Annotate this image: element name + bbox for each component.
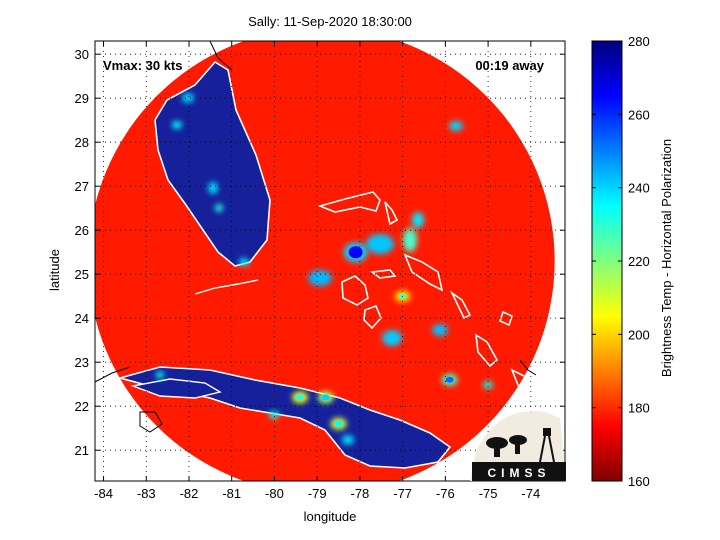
y-tick-label: 29 (75, 91, 89, 106)
x-axis-label: longitude (303, 509, 357, 524)
y-tick-label: 24 (75, 311, 89, 326)
x-tick-label: -84 (94, 486, 113, 501)
storm-center (348, 246, 363, 259)
y-tick-label: 21 (75, 443, 89, 458)
colorbar-tick-label: 240 (628, 181, 650, 196)
colorbar-ticks: 160 180 200 220 240 260 280 (592, 34, 650, 489)
y-tick-label: 26 (75, 223, 89, 238)
chart-title: Sally: 11-Sep-2020 18:30:00 (248, 14, 412, 29)
x-tick-label: -82 (180, 486, 199, 501)
warm-spots (156, 93, 493, 445)
bahamas-islands (317, 191, 533, 394)
cimss-logo-text: CIMSS (487, 466, 550, 480)
grid (95, 41, 565, 481)
swath-texture (116, 60, 533, 469)
x-tick-label: -74 (521, 486, 540, 501)
x-tick-label: -76 (436, 486, 455, 501)
cuba-cell (334, 420, 343, 427)
cell (445, 376, 454, 383)
y-axis-label: latitude (47, 249, 62, 291)
x-tick-label: -83 (137, 486, 156, 501)
x-tick-label: -79 (308, 486, 327, 501)
colorbar-tick-label: 200 (628, 327, 650, 342)
time-away-annotation: 00:19 away (475, 58, 544, 73)
colorbar-tick-label: 180 (628, 401, 650, 416)
x-tick-label: -78 (351, 486, 370, 501)
plot-area (95, 41, 565, 481)
colorbar-label: Brightness Temp - Horizontal Polarizatio… (659, 138, 674, 378)
x-tick-label: -80 (265, 486, 284, 501)
x-tick-label: -77 (393, 486, 412, 501)
keys (194, 279, 259, 295)
y-tick-label: 30 (75, 47, 89, 62)
y-tick-label: 25 (75, 267, 89, 282)
x-tick-label: -81 (222, 486, 241, 501)
plot-frame (94, 40, 566, 482)
colorbar-tick-label: 220 (628, 254, 650, 269)
axis-ticks: -84 -83 -82 -81 -80 -79 -78 -77 -76 -75 -74 21 22 23 2… (75, 41, 565, 501)
y-tick-label: 28 (75, 135, 89, 150)
cuba-cell (296, 394, 305, 401)
colorbar (591, 40, 623, 482)
x-tick-label: -75 (479, 486, 498, 501)
land-florida (154, 60, 271, 267)
vmax-annotation: Vmax: 30 kts (103, 58, 183, 73)
colorbar-tick-label: 280 (628, 34, 650, 49)
colorbar-tick-label: 160 (628, 474, 650, 489)
y-tick-label: 22 (75, 399, 89, 414)
outside-coast (95, 41, 537, 433)
y-tick-label: 27 (75, 179, 89, 194)
colorbar-tick-label: 260 (628, 107, 650, 122)
cuba-cell (321, 394, 330, 401)
land-cuba (116, 366, 452, 469)
y-tick-label: 23 (75, 355, 89, 370)
cimss-logo: CIMSS (470, 411, 566, 481)
